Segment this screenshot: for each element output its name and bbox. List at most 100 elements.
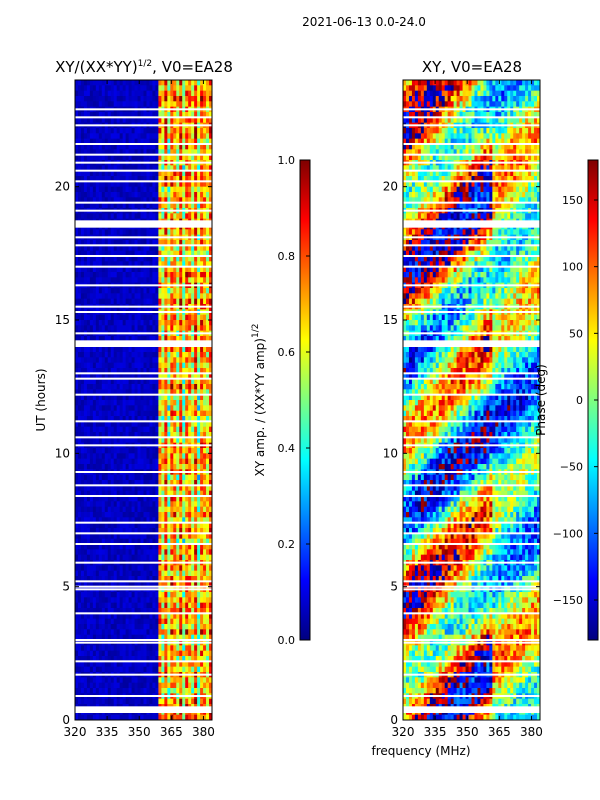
amp-heatmap-cell [134, 197, 138, 204]
amp-heatmap-cell [83, 389, 88, 396]
amp-heatmap-cell [173, 576, 177, 582]
amp-heatmap-cell [167, 117, 171, 124]
amp-heatmap-cell [134, 549, 138, 556]
amp-heatmap-cell [203, 544, 207, 550]
amp-heatmap-cell [125, 506, 130, 513]
amp-heatmap-cell [128, 453, 132, 460]
amp-heatmap-cell [176, 405, 180, 412]
amp-heatmap-cell [110, 533, 115, 540]
amp-heatmap-cell [86, 538, 91, 545]
amp-heatmap-cell [209, 581, 212, 588]
amp-heatmap-cell [137, 298, 141, 305]
amp-heatmap-cell [167, 432, 171, 438]
amp-heatmap-cell [131, 277, 135, 284]
amp-heatmap-cell [182, 288, 186, 294]
amp-heatmap-cell [80, 101, 85, 108]
amp-heatmap-cell [143, 517, 147, 524]
amp-heatmap-cell [158, 192, 162, 198]
amp-heatmap-cell [209, 528, 212, 534]
amp-heatmap-cell [146, 240, 150, 246]
amp-heatmap-cell [185, 602, 189, 609]
amp-heatmap-cell [179, 480, 183, 486]
amp-heatmap-cell [107, 650, 112, 657]
amp-heatmap-cell [179, 528, 183, 534]
amp-heatmap-cell [158, 394, 162, 401]
amp-heatmap-cell [173, 581, 177, 588]
amp-heatmap-cell [140, 181, 144, 188]
amp-heatmap-cell [77, 170, 82, 177]
amp-heatmap-cell [170, 176, 174, 182]
amp-heatmap-cell [137, 394, 141, 401]
amp-heatmap-cell [134, 320, 138, 326]
amp-heatmap-cell [182, 522, 186, 529]
amp-heatmap-cell [89, 474, 94, 481]
amp-heatmap-cell [77, 362, 82, 369]
amp-heatmap-cell [179, 213, 183, 220]
amp-heatmap-cell [149, 266, 153, 273]
amp-heatmap-cell [170, 202, 174, 209]
amp-heatmap-cell [155, 362, 159, 369]
amp-heatmap-cell [134, 565, 138, 572]
amp-heatmap-cell [98, 629, 103, 636]
amp-heatmap-cell [98, 320, 103, 326]
amp-heatmap-cell [191, 512, 195, 518]
amp-heatmap-cell [89, 128, 94, 134]
amp-heatmap-cell [77, 202, 82, 209]
amp-heatmap-cell [197, 394, 201, 401]
amp-heatmap-cell [185, 245, 189, 252]
amp-heatmap-cell [89, 533, 94, 540]
amp-heatmap-cell [158, 501, 162, 508]
amp-heatmap-cell [137, 186, 141, 193]
amp-heatmap-cell [155, 512, 159, 518]
amp-heatmap-cell [194, 650, 198, 657]
amp-heatmap-cell [125, 458, 130, 465]
amp-heatmap-cell [110, 512, 115, 518]
amp-heatmap-cell [209, 138, 212, 145]
amp-heatmap-cell [170, 240, 174, 246]
amp-heatmap-cell [188, 325, 192, 332]
amp-heatmap-cell [128, 426, 132, 433]
amp-heatmap-cell [125, 565, 130, 572]
amp-heatmap-cell [113, 645, 118, 652]
amp-heatmap-cell [164, 528, 168, 534]
amp-heatmap-cell [80, 501, 85, 508]
amp-heatmap-cell [185, 634, 189, 641]
amp-heatmap-cell [128, 256, 132, 262]
amp-heatmap-cell [203, 96, 207, 102]
amp-heatmap-cell [137, 192, 141, 198]
amp-heatmap-cell [131, 336, 135, 342]
amp-heatmap-cell [185, 202, 189, 209]
amp-heatmap-cell [104, 629, 109, 636]
amp-heatmap-cell [176, 410, 180, 417]
amp-heatmap-cell [146, 138, 150, 145]
amp-heatmap-cell [200, 453, 204, 460]
amp-heatmap-cell [206, 170, 210, 177]
amp-heatmap-cell [143, 522, 147, 529]
amp-heatmap-cell [179, 645, 183, 652]
amp-heatmap-cell [185, 336, 189, 342]
amp-heatmap-cell [104, 634, 109, 641]
amp-heatmap-cell [125, 618, 130, 625]
amp-heatmap-cell [119, 517, 124, 524]
amp-heatmap-cell [149, 298, 153, 305]
amp-heatmap-cell [104, 288, 109, 294]
amp-heatmap-cell [89, 528, 94, 534]
amp-heatmap-cell [86, 256, 91, 262]
amp-heatmap-cell [98, 101, 103, 108]
amp-heatmap-cell [128, 80, 132, 86]
amp-heatmap-cell [197, 618, 201, 625]
amp-heatmap-cell [110, 186, 115, 193]
amp-heatmap-cell [152, 181, 156, 188]
amp-heatmap-cell [86, 528, 91, 534]
amp-heatmap-cell [86, 181, 91, 188]
amp-heatmap-cell [137, 176, 141, 182]
amp-heatmap-cell [86, 288, 91, 294]
amp-heatmap-cell [95, 410, 100, 417]
amp-heatmap-cell [191, 629, 195, 636]
amp-heatmap-cell [75, 154, 79, 161]
amp-heatmap-cell [89, 506, 94, 513]
amp-heatmap-cell [86, 165, 91, 172]
amp-heatmap-cell [149, 378, 153, 385]
amp-heatmap-cell [158, 368, 162, 374]
amp-heatmap-cell [188, 613, 192, 620]
